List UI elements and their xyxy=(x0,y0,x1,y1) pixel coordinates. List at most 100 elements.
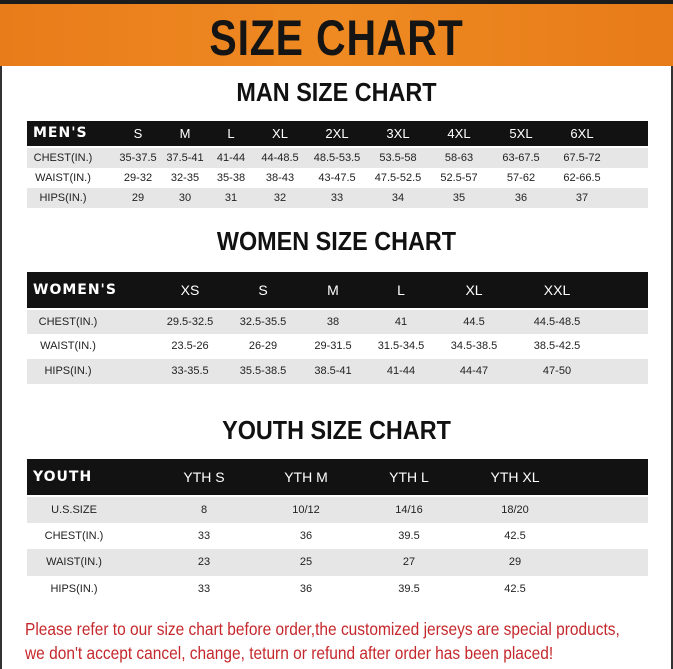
table-cell: 57-62 xyxy=(506,171,536,184)
header-label: WOMEN'S xyxy=(33,281,117,298)
table-cell: 34.5-38.5 xyxy=(450,340,498,352)
size-header: 3XL xyxy=(386,125,410,141)
table-cell: 48.5-53.5 xyxy=(313,151,361,164)
table-cell: 29-31.5 xyxy=(314,340,352,352)
table-cell: 27 xyxy=(402,556,416,568)
row-label: WAIST(IN.) xyxy=(46,556,102,568)
size-header: YTH S xyxy=(183,469,225,485)
table-cell: 18/20 xyxy=(501,503,529,516)
table-cell: 29 xyxy=(131,191,145,204)
table-row: CHEST(IN.) 29.5-32.5 32.5-35.5 38 41 44.5 44.5… xyxy=(27,310,648,334)
table-cell: 67.5-72 xyxy=(563,151,601,164)
table-cell: 35 xyxy=(452,191,466,204)
men-header-row: MEN'S S M L XL 2XL 3XL 4XL 5XL 6XL xyxy=(27,121,648,146)
table-cell: 41-44 xyxy=(216,151,246,164)
table-row: CHEST(IN.) 33 36 39.5 42.5 xyxy=(27,523,648,549)
table-cell: 42.5 xyxy=(504,529,526,542)
table-row: WAIST(IN.) 29-32 32-35 35-38 38-43 43-47.5 47.… xyxy=(27,168,648,188)
row-label: HIPS(IN.) xyxy=(39,191,87,204)
row-label: CHEST(IN.) xyxy=(33,151,93,164)
size-header: XL xyxy=(465,282,483,298)
men-section-title: MAN SIZE CHART xyxy=(236,77,437,107)
table-cell: 36 xyxy=(299,529,313,542)
table-row: CHEST(IN.) 35-37.5 37.5-41 41-44 44-48.5 48.5… xyxy=(27,148,648,168)
header-label: MEN'S xyxy=(33,125,88,141)
top-bar xyxy=(0,0,673,4)
right-border xyxy=(671,66,673,669)
size-header: YTH L xyxy=(389,469,429,485)
table-row: HIPS(IN.) 29 30 31 32 33 34 35 36 37 xyxy=(27,188,648,208)
size-header: 2XL xyxy=(325,125,349,141)
row-label: HIPS(IN.) xyxy=(50,582,98,595)
size-header: XL xyxy=(272,125,288,141)
table-row: HIPS(IN.) 33 36 39.5 42.5 xyxy=(27,576,648,602)
table-cell: 33-35.5 xyxy=(171,365,209,377)
table-cell: 33 xyxy=(197,582,211,595)
row-label: HIPS(IN.) xyxy=(44,365,92,377)
table-row: U.S.SIZE 8 10/12 14/16 18/20 xyxy=(27,497,648,523)
banner-title: SIZE CHART xyxy=(209,10,464,66)
table-cell: 35-38 xyxy=(216,171,246,184)
table-row: WAIST(IN.) 23 25 27 29 xyxy=(27,549,648,576)
table-cell: 44.5-48.5 xyxy=(533,315,581,328)
table-cell: 10/12 xyxy=(292,503,320,516)
size-header: M xyxy=(179,125,191,141)
table-cell: 33 xyxy=(197,529,211,542)
table-cell: 31.5-34.5 xyxy=(377,340,425,352)
row-label: U.S.SIZE xyxy=(51,503,97,516)
row-label: WAIST(IN.) xyxy=(40,340,96,352)
table-cell: 32-35 xyxy=(170,171,200,184)
table-cell: 23 xyxy=(197,556,211,568)
notice-line-2: we don't accept cancel, change, teturn o… xyxy=(25,643,554,663)
table-cell: 25 xyxy=(299,556,313,568)
table-cell: 62-66.5 xyxy=(563,171,601,184)
youth-header-row: YOUTH YTH S YTH M YTH L YTH XL xyxy=(27,459,648,495)
size-header: S xyxy=(258,282,268,298)
table-cell: 38-43 xyxy=(265,171,295,184)
table-cell: 38.5-42.5 xyxy=(533,340,581,352)
table-cell: 39.5 xyxy=(398,529,420,542)
table-cell: 26-29 xyxy=(248,340,278,352)
banner: SIZE CHART xyxy=(0,4,673,66)
size-header: S xyxy=(133,125,143,141)
table-cell: 23.5-26 xyxy=(171,340,209,352)
table-cell: 31 xyxy=(224,191,238,204)
table-cell: 33 xyxy=(330,191,344,204)
table-cell: 36 xyxy=(299,582,313,595)
row-label: WAIST(IN.) xyxy=(35,171,91,184)
table-cell: 35-37.5 xyxy=(119,151,157,164)
size-header: 6XL xyxy=(570,125,594,141)
table-cell: 41-44 xyxy=(386,365,416,377)
size-header: 5XL xyxy=(509,125,533,141)
table-row: WAIST(IN.) 23.5-26 26-29 29-31.5 31.5-34.5 34… xyxy=(27,334,648,359)
table-row: HIPS(IN.) 33-35.5 35.5-38.5 38.5-41 41-44 44-… xyxy=(27,359,648,384)
table-cell: 41 xyxy=(394,315,408,328)
table-cell: 37 xyxy=(575,191,589,204)
size-header: YTH M xyxy=(284,469,328,485)
table-cell: 44-47 xyxy=(459,365,489,377)
table-cell: 32.5-35.5 xyxy=(239,315,287,328)
left-border xyxy=(0,66,2,669)
size-header: M xyxy=(327,282,339,298)
size-header: L xyxy=(397,282,405,298)
table-cell: 8 xyxy=(200,503,208,516)
notice-line-1: Please refer to our size chart before or… xyxy=(25,619,620,639)
table-cell: 30 xyxy=(178,191,192,204)
size-header: YTH XL xyxy=(490,469,540,485)
table-cell: 38 xyxy=(326,315,340,328)
women-header-row: WOMEN'S XS S M L XL XXL xyxy=(27,272,648,308)
size-header: 4XL xyxy=(447,125,471,141)
table-cell: 43-47.5 xyxy=(318,171,356,184)
row-label: CHEST(IN.) xyxy=(44,529,104,542)
table-cell: 44.5 xyxy=(463,315,485,328)
table-cell: 37.5-41 xyxy=(166,151,204,164)
header-label: YOUTH xyxy=(33,468,93,485)
size-header: L xyxy=(227,125,235,141)
table-cell: 32 xyxy=(273,191,287,204)
table-cell: 34 xyxy=(391,191,405,204)
table-cell: 47-50 xyxy=(542,365,572,377)
table-cell: 36 xyxy=(514,191,528,204)
table-cell: 38.5-41 xyxy=(314,365,352,377)
table-cell: 29-32 xyxy=(123,171,153,184)
size-header: XS xyxy=(180,282,200,298)
